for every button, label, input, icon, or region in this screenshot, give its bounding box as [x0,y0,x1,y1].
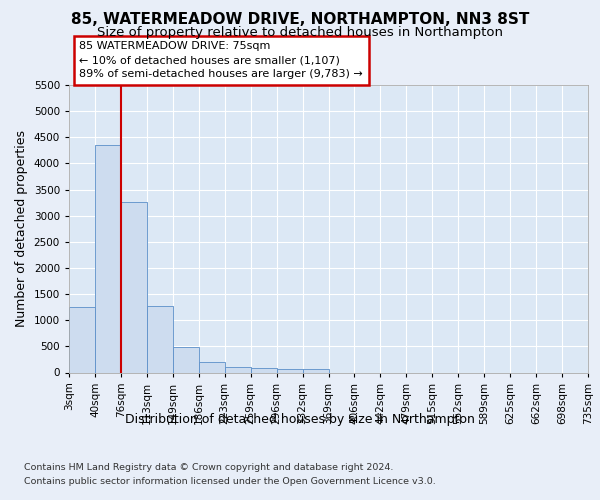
Bar [277,368,302,372]
Text: Contains public sector information licensed under the Open Government Licence v3: Contains public sector information licen… [24,478,436,486]
Bar [121,202,147,372]
Text: Size of property relative to detached houses in Northampton: Size of property relative to detached ho… [97,26,503,39]
Text: Distribution of detached houses by size in Northampton: Distribution of detached houses by size … [125,412,475,426]
Bar [95,145,121,372]
Bar [302,368,329,372]
Bar [173,347,199,372]
Bar [69,307,95,372]
Text: 85 WATERMEADOW DRIVE: 75sqm
← 10% of detached houses are smaller (1,107)
89% of : 85 WATERMEADOW DRIVE: 75sqm ← 10% of det… [79,42,363,79]
Text: 85, WATERMEADOW DRIVE, NORTHAMPTON, NN3 8ST: 85, WATERMEADOW DRIVE, NORTHAMPTON, NN3 … [71,12,529,28]
Bar [251,368,277,372]
Y-axis label: Number of detached properties: Number of detached properties [15,130,28,327]
Bar [147,306,173,372]
Bar [199,362,224,372]
Bar [225,368,251,372]
Text: Contains HM Land Registry data © Crown copyright and database right 2024.: Contains HM Land Registry data © Crown c… [24,462,394,471]
